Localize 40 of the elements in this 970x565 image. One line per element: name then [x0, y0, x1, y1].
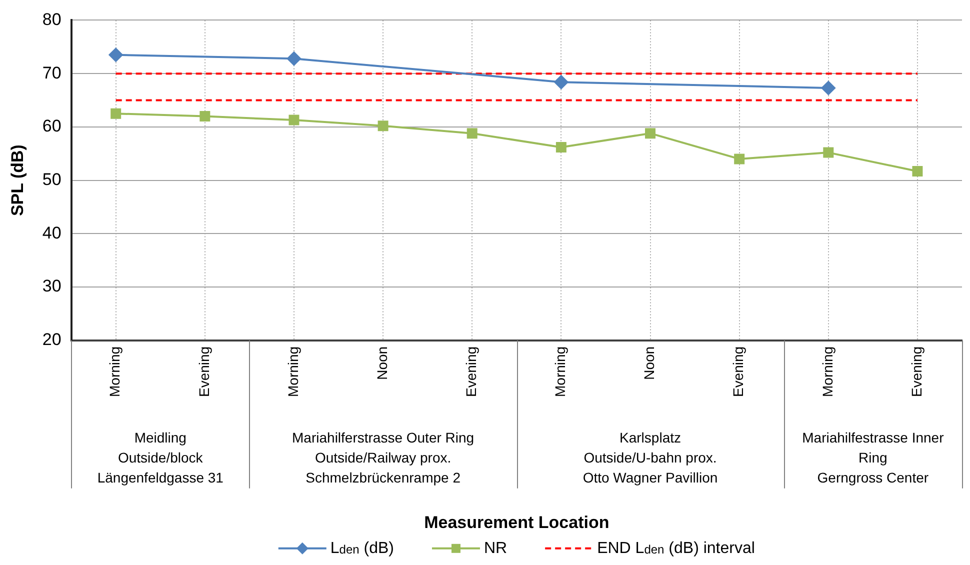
text: Meidling Outside/block Längenfeldgasse 31	[97, 429, 224, 486]
y-axis-title: SPL (dB)	[8, 144, 27, 216]
y-tick-label: 40	[42, 223, 62, 242]
x-tick-label: Evening	[462, 346, 479, 397]
text: Mariahilferstrasse Outer Ring Outside/Railway prox. Schmelzbrückenrampe 2	[292, 429, 474, 486]
point	[378, 120, 388, 132]
point	[108, 48, 123, 62]
x-tick-label: Evening	[908, 346, 924, 397]
x-tick-label: Morning	[819, 346, 836, 397]
point	[554, 75, 568, 90]
x-tick-label: Evening	[730, 346, 746, 397]
point	[466, 128, 478, 139]
point	[110, 108, 122, 119]
y-tick-label: 60	[42, 116, 62, 136]
text: Mariahilfestrasse Inner Ring Gerngross Center	[802, 429, 944, 486]
legend-label: END Lden (dB) interval	[597, 540, 755, 557]
legend-label: Lden (dB)	[330, 540, 394, 557]
point	[821, 80, 836, 95]
point	[912, 166, 923, 176]
y-tick-label: 50	[42, 170, 62, 189]
text: Karlsplatz Outside/U-bahn prox. Otto Wagner Pavillion	[582, 429, 718, 486]
point	[200, 111, 210, 122]
x-tick-label: Noon	[374, 346, 390, 380]
y-tick-label: 20	[42, 330, 62, 350]
text: Measurement Location	[424, 513, 610, 532]
point	[734, 154, 745, 164]
y-tick-label: 80	[42, 10, 62, 29]
x-tick-label: Noon	[641, 346, 658, 380]
legend-label: NR	[484, 540, 508, 557]
point	[556, 142, 566, 152]
x-tick-label: Morning	[284, 346, 301, 397]
x-tick-label: Morning	[552, 346, 568, 397]
y-tick-label: 70	[42, 63, 62, 82]
point	[288, 114, 300, 126]
x-tick-label: Morning	[106, 346, 123, 397]
y-tick-label: 30	[42, 276, 62, 296]
point	[645, 128, 656, 139]
point	[823, 147, 834, 158]
point	[286, 52, 301, 66]
x-tick-label: Evening	[196, 346, 212, 397]
